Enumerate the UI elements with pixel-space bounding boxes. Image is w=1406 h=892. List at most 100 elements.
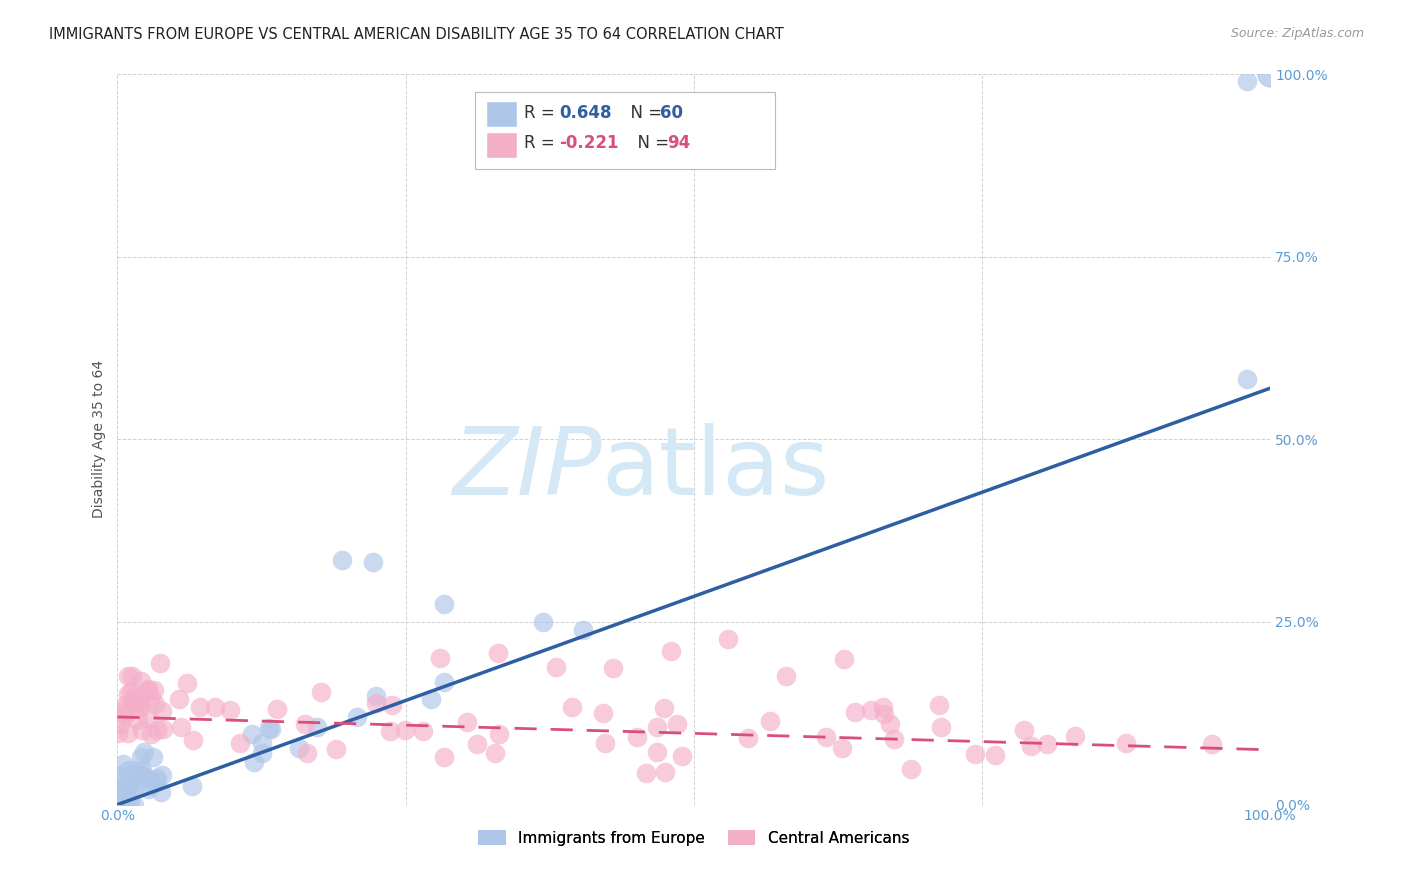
Point	[759, 714, 782, 728]
Point	[295, 746, 318, 760]
FancyBboxPatch shape	[488, 133, 517, 158]
Point	[118, 797, 141, 812]
Point	[305, 720, 328, 734]
Point	[419, 691, 441, 706]
Point	[118, 785, 141, 799]
Point	[873, 707, 896, 722]
Point	[252, 746, 274, 760]
Text: 60: 60	[661, 103, 683, 121]
Point	[141, 691, 163, 706]
Point	[294, 717, 316, 731]
Point	[117, 668, 139, 682]
Point	[561, 700, 583, 714]
Point	[432, 675, 454, 690]
Point	[125, 694, 148, 708]
Point	[900, 762, 922, 776]
Point	[346, 710, 368, 724]
Point	[465, 737, 488, 751]
Point	[117, 726, 139, 740]
Point	[122, 690, 145, 704]
Point	[252, 736, 274, 750]
Point	[131, 763, 153, 777]
Point	[666, 717, 689, 731]
Point	[394, 723, 416, 737]
Point	[115, 789, 138, 803]
Point	[204, 699, 226, 714]
Text: ZIP: ZIP	[451, 423, 602, 514]
Point	[330, 553, 353, 567]
Text: IMMIGRANTS FROM EUROPE VS CENTRAL AMERICAN DISABILITY AGE 35 TO 64 CORRELATION C: IMMIGRANTS FROM EUROPE VS CENTRAL AMERIC…	[49, 27, 785, 42]
Point	[152, 722, 174, 736]
Legend: Immigrants from Europe, Central Americans: Immigrants from Europe, Central American…	[472, 824, 915, 852]
Point	[118, 793, 141, 807]
Point	[592, 706, 614, 721]
Point	[593, 736, 616, 750]
Point	[112, 756, 135, 771]
Point	[107, 792, 129, 806]
Text: 94: 94	[668, 135, 690, 153]
Point	[1236, 371, 1258, 385]
Point	[138, 772, 160, 786]
Point	[188, 699, 211, 714]
Point	[107, 782, 129, 797]
Point	[240, 727, 263, 741]
Point	[1036, 737, 1059, 751]
Point	[128, 768, 150, 782]
Point	[288, 740, 311, 755]
Point	[181, 779, 204, 793]
Point	[150, 704, 173, 718]
Point	[432, 749, 454, 764]
Point	[775, 669, 797, 683]
Point	[602, 661, 624, 675]
Point	[1236, 74, 1258, 88]
Point	[645, 720, 668, 734]
Point	[132, 745, 155, 759]
Point	[860, 703, 883, 717]
Point	[219, 703, 242, 717]
Point	[115, 796, 138, 810]
Point	[883, 732, 905, 747]
Point	[832, 652, 855, 666]
Point	[309, 684, 332, 698]
Point	[659, 644, 682, 658]
Point	[115, 780, 138, 795]
Point	[131, 700, 153, 714]
Point	[114, 698, 136, 712]
Point	[378, 723, 401, 738]
Point	[242, 756, 264, 770]
Text: R =: R =	[524, 103, 561, 121]
Point	[117, 764, 139, 778]
Point	[984, 748, 1007, 763]
Point	[112, 706, 135, 721]
Point	[124, 696, 146, 710]
FancyBboxPatch shape	[475, 92, 775, 169]
Point	[131, 723, 153, 737]
Point	[531, 615, 554, 630]
Point	[129, 698, 152, 712]
Point	[257, 721, 280, 735]
Point	[456, 714, 478, 729]
Point	[325, 742, 347, 756]
Point	[484, 746, 506, 760]
Point	[142, 750, 165, 764]
Text: N =: N =	[627, 135, 675, 153]
Point	[928, 698, 950, 712]
Text: N =: N =	[620, 103, 668, 121]
Point	[844, 705, 866, 719]
Point	[131, 768, 153, 782]
Point	[381, 698, 404, 713]
Text: R =: R =	[524, 135, 561, 153]
Point	[636, 766, 658, 780]
Point	[1115, 736, 1137, 750]
Point	[118, 776, 141, 790]
Point	[111, 704, 134, 718]
Point	[136, 781, 159, 796]
Point	[136, 683, 159, 698]
Point	[120, 684, 142, 698]
Point	[737, 731, 759, 745]
Text: atlas: atlas	[602, 423, 830, 515]
Point	[364, 696, 387, 710]
Point	[150, 767, 173, 781]
Point	[149, 656, 172, 670]
Point	[831, 740, 853, 755]
